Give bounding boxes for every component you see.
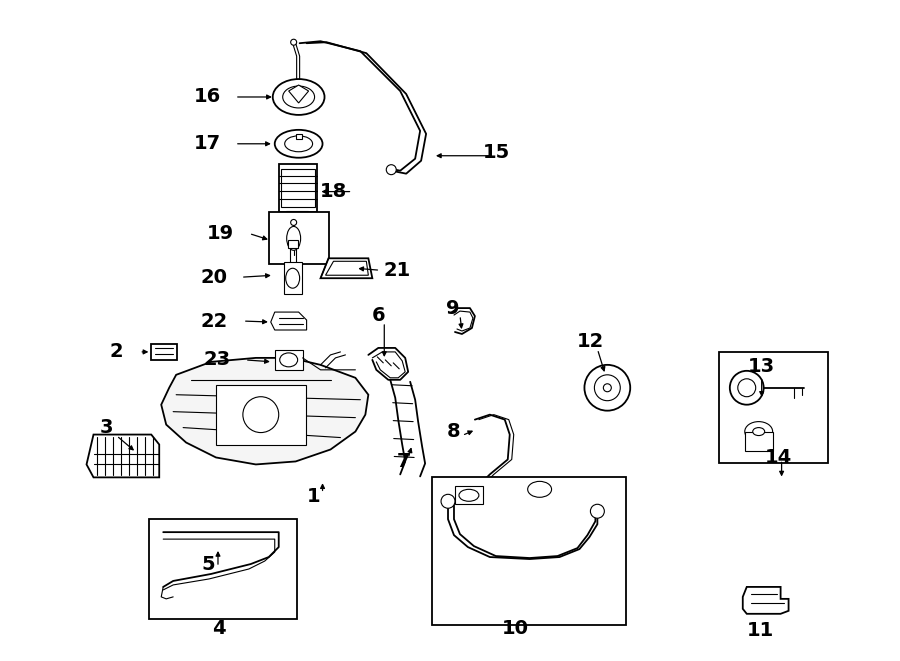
Text: 17: 17 — [194, 134, 220, 153]
Bar — [284, 262, 302, 294]
Text: 6: 6 — [372, 305, 385, 325]
Circle shape — [590, 504, 604, 518]
Bar — [432, 477, 626, 625]
Text: 1: 1 — [307, 486, 320, 506]
Bar — [269, 212, 328, 264]
Text: 10: 10 — [502, 619, 529, 639]
Text: 21: 21 — [383, 260, 410, 280]
Ellipse shape — [280, 353, 298, 367]
Text: 2: 2 — [110, 342, 123, 362]
Text: 3: 3 — [100, 418, 113, 437]
Text: 23: 23 — [203, 350, 230, 369]
Bar — [288, 241, 298, 249]
Circle shape — [386, 165, 396, 175]
Polygon shape — [86, 434, 159, 477]
Circle shape — [730, 371, 764, 405]
Circle shape — [584, 365, 630, 410]
Ellipse shape — [285, 268, 300, 288]
Text: 15: 15 — [483, 143, 510, 162]
Polygon shape — [742, 587, 788, 614]
Ellipse shape — [459, 489, 479, 501]
Text: 19: 19 — [206, 224, 233, 243]
Circle shape — [291, 219, 297, 225]
Circle shape — [594, 375, 620, 401]
Bar — [296, 134, 302, 139]
Text: 7: 7 — [396, 452, 410, 471]
Ellipse shape — [287, 227, 301, 251]
Text: 11: 11 — [747, 621, 774, 641]
Bar — [279, 164, 317, 212]
Text: 20: 20 — [201, 268, 228, 287]
Text: 8: 8 — [447, 422, 461, 441]
Polygon shape — [289, 85, 309, 103]
Bar — [719, 352, 828, 463]
Ellipse shape — [284, 136, 312, 152]
Polygon shape — [326, 261, 368, 275]
Bar — [455, 486, 483, 504]
Ellipse shape — [745, 422, 772, 442]
Ellipse shape — [274, 130, 322, 158]
Circle shape — [738, 379, 756, 397]
Bar — [216, 385, 306, 444]
Bar — [151, 344, 177, 360]
Circle shape — [291, 39, 297, 45]
Bar — [149, 519, 297, 619]
Circle shape — [603, 384, 611, 392]
Ellipse shape — [527, 481, 552, 497]
Ellipse shape — [752, 428, 765, 436]
Polygon shape — [161, 358, 368, 465]
Text: 4: 4 — [212, 619, 226, 639]
Text: 14: 14 — [765, 448, 792, 467]
Text: 18: 18 — [320, 182, 347, 201]
Text: 12: 12 — [577, 332, 604, 352]
Ellipse shape — [273, 79, 325, 115]
Text: 9: 9 — [446, 299, 460, 317]
Text: 22: 22 — [201, 311, 228, 330]
Bar — [285, 210, 308, 219]
Text: 5: 5 — [202, 555, 215, 574]
Circle shape — [243, 397, 279, 432]
Ellipse shape — [283, 86, 315, 108]
Circle shape — [441, 494, 455, 508]
Polygon shape — [271, 312, 307, 330]
Text: 16: 16 — [194, 87, 220, 106]
Bar — [274, 350, 302, 370]
Polygon shape — [320, 258, 373, 278]
Bar — [745, 432, 772, 451]
Bar — [281, 169, 315, 206]
Text: 13: 13 — [748, 358, 775, 376]
